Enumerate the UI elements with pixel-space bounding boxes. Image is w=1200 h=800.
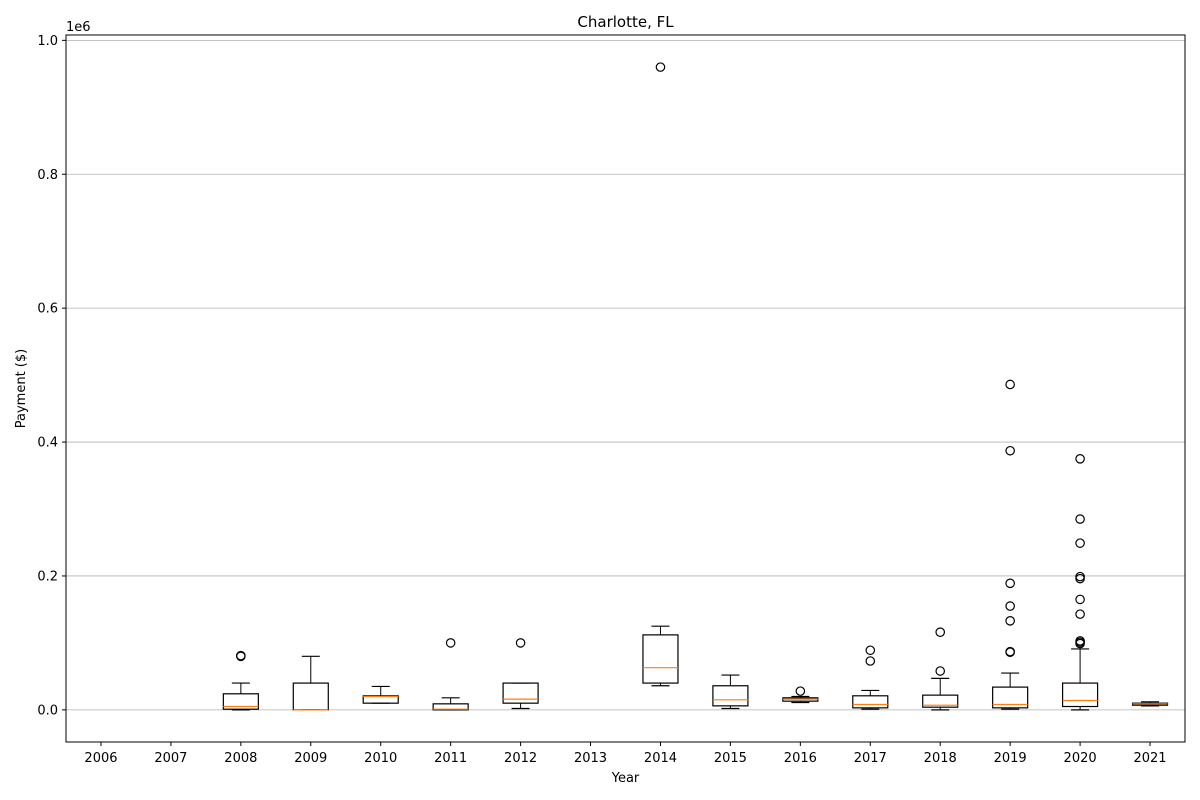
- outlier-point: [1075, 538, 1085, 548]
- outlier-point: [1005, 578, 1015, 589]
- box-2009: [292, 655, 329, 711]
- box-2016: [782, 686, 819, 704]
- outlier-point: [1005, 616, 1015, 626]
- x-axis-ticks: 2006 2007 2008 2009 2010 2011 2012 2013 2014 2015…: [84, 742, 1167, 766]
- x-tick-label: 2012: [504, 751, 537, 766]
- outlier-point: [865, 656, 876, 666]
- outlier-point: [1005, 445, 1015, 456]
- y-tick-label: 0.4: [37, 436, 58, 451]
- x-tick-label: 2019: [994, 751, 1027, 766]
- outlier-point: [236, 650, 246, 661]
- box-2012: [502, 638, 539, 710]
- x-tick-label: 2014: [644, 751, 677, 766]
- plot-frame: [65, 34, 1186, 743]
- outlier-point: [1075, 514, 1085, 524]
- x-tick-label: 2008: [224, 751, 257, 766]
- outlier-point: [1075, 594, 1085, 605]
- iqr-box: [502, 682, 539, 704]
- y-axis-offset-label: 1e6: [66, 20, 91, 35]
- box-2011: [432, 638, 469, 711]
- iqr-box: [642, 634, 679, 684]
- y-tick-label: 0.2: [37, 569, 58, 584]
- iqr-box: [292, 682, 329, 711]
- x-tick-label: 2011: [434, 751, 467, 766]
- iqr-box: [992, 686, 1029, 709]
- outlier-point: [1005, 646, 1015, 657]
- iqr-box: [222, 693, 259, 710]
- outlier-point: [1005, 601, 1015, 611]
- x-tick-label: 2010: [364, 751, 397, 766]
- outlier-point: [935, 627, 946, 638]
- box-2010: [362, 685, 399, 704]
- outlier-point: [1075, 571, 1085, 582]
- box-2015: [712, 674, 749, 710]
- iqr-box: [922, 694, 959, 708]
- box-2018: [922, 627, 959, 711]
- x-tick-label: 2021: [1133, 751, 1166, 766]
- iqr-box: [712, 685, 749, 707]
- box-2019: [992, 379, 1029, 710]
- y-tick-label: 0.0: [37, 703, 58, 718]
- outlier-point: [795, 686, 806, 696]
- x-tick-label: 2017: [854, 751, 887, 766]
- outlier-point: [1005, 379, 1015, 390]
- x-tick-label: 2015: [714, 751, 747, 766]
- chart-title: Charlotte, FL: [577, 13, 674, 31]
- iqr-box: [1061, 682, 1099, 708]
- x-tick-label: 2007: [154, 751, 187, 766]
- outlier-point: [1075, 609, 1085, 619]
- y-tick-label: 1.0: [37, 34, 58, 49]
- iqr-box: [432, 703, 469, 711]
- box-2014: [642, 62, 679, 687]
- box-series: [222, 62, 1169, 711]
- grid-lines: [66, 39, 1185, 711]
- box-2017: [852, 645, 889, 710]
- outlier-point: [515, 638, 526, 648]
- box-2020: [1061, 453, 1099, 711]
- y-tick-label: 0.8: [37, 168, 58, 183]
- y-tick-label: 0.6: [37, 302, 58, 317]
- outlier-point: [1075, 453, 1085, 464]
- outlier-point: [865, 645, 876, 656]
- iqr-box: [852, 695, 889, 709]
- outlier-point: [655, 62, 666, 72]
- y-axis-ticks: 0.0 0.2 0.4 0.6 0.8 1.0: [37, 34, 66, 718]
- x-tick-label: 2013: [574, 751, 607, 766]
- outlier-point: [1075, 636, 1085, 646]
- box-2021: [1131, 701, 1169, 707]
- y-axis-label: Payment ($): [14, 349, 29, 428]
- x-tick-label: 2006: [84, 751, 117, 766]
- box-2008: [222, 650, 259, 711]
- x-tick-label: 2016: [784, 751, 817, 766]
- x-axis-label: Year: [611, 771, 640, 786]
- outlier-point: [935, 666, 946, 676]
- iqr-box: [362, 695, 399, 704]
- outlier-point: [445, 638, 456, 648]
- x-tick-label: 2009: [294, 751, 327, 766]
- x-tick-label: 2020: [1064, 751, 1097, 766]
- x-tick-label: 2018: [924, 751, 957, 766]
